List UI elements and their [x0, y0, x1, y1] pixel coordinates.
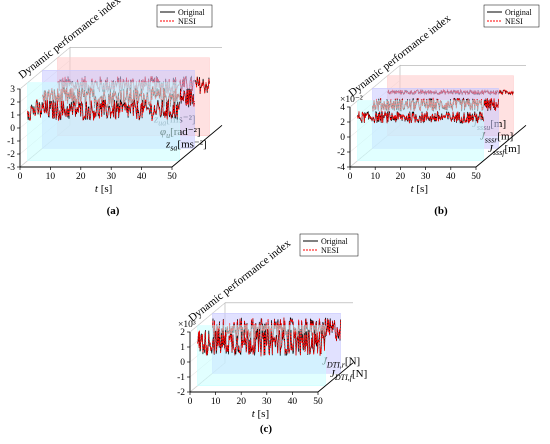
panel-label: (c): [260, 423, 273, 435]
panel-b: Jsssu[m]Jsssr[m]Jsssf[m]01020304050-4-20…: [337, 4, 540, 217]
legend-nesi-label: NESI: [178, 17, 196, 26]
grid-line: [19, 47, 71, 90]
x-tick-label: 10: [370, 172, 380, 182]
y-tick-label: 0: [180, 358, 185, 368]
x-tick-label: 30: [421, 172, 431, 182]
y-tick-label: 0: [340, 133, 345, 143]
legend-nesi-label: NESI: [321, 246, 339, 255]
x-tick-label: 10: [46, 172, 56, 182]
y-tick-label: 4: [340, 103, 345, 113]
x-tick-label: 30: [262, 397, 272, 407]
depth-label: zsa[ms⁻²]: [165, 138, 207, 152]
y-tick-label: 0: [10, 124, 15, 134]
z-axis-label: Dynamic performance index: [186, 237, 293, 324]
panel-c: JDTI,r[N]JDTI,f[N]01020304050-2-1012×10³…: [177, 233, 367, 435]
x-tick-label: 40: [446, 172, 456, 182]
x-tick-label: 0: [348, 172, 353, 182]
y-tick-label: 1: [180, 343, 185, 353]
legend-original-label: Original: [321, 237, 348, 246]
x-tick-label: 40: [288, 397, 298, 407]
panel-label: (a): [107, 205, 120, 217]
series-nesi-1: [197, 328, 326, 357]
x-tick-label: 50: [313, 397, 323, 407]
y-multiplier: ×10⁻²: [340, 95, 363, 105]
legend-box: [299, 233, 359, 257]
x-axis-label: t [s]: [411, 183, 428, 195]
y-multiplier: ×10³: [178, 320, 196, 330]
y-tick-label: -1: [177, 373, 185, 383]
x-tick-label: 20: [396, 172, 406, 182]
signal-plane-2: [27, 82, 180, 161]
y-tick-label: -2: [337, 148, 345, 158]
x-tick-label: 0: [188, 397, 193, 407]
x-tick-label: 0: [18, 172, 23, 182]
y-tick-label: -1: [7, 137, 15, 147]
y-tick-label: 2: [180, 328, 185, 338]
y-tick-label: 1: [10, 111, 15, 121]
x-tick-label: 20: [236, 397, 246, 407]
signal-plane-2: [357, 100, 484, 161]
grid-line: [189, 302, 226, 333]
x-axis-label: t [s]: [95, 183, 112, 195]
panel-label: (b): [434, 205, 448, 217]
depth-axis: [317, 362, 354, 393]
legend-nesi-label: NESI: [505, 17, 523, 26]
y-tick-label: -2: [177, 388, 185, 398]
x-axis-label: t [s]: [252, 408, 269, 420]
depth-label: Jsssf[m]: [488, 143, 520, 157]
y-tick-label: 2: [340, 118, 345, 128]
x-tick-label: 20: [76, 172, 86, 182]
depth-label: JDTI,f[N]: [330, 368, 367, 382]
legend-original-label: Original: [178, 8, 205, 17]
grid-line: [349, 65, 401, 108]
x-tick-label: 30: [106, 172, 116, 182]
x-tick-label: 50: [471, 172, 481, 182]
depth-axis: [171, 124, 223, 168]
y-tick-label: -3: [7, 163, 15, 173]
y-tick-label: -4: [337, 163, 345, 173]
series-nesi-0: [212, 317, 341, 342]
legend-original-label: Original: [505, 8, 532, 17]
panel-a: zua[ms⁻²]φu[rad⁻²]zsa[ms⁻²]01020304050-3…: [7, 0, 223, 217]
x-tick-label: 10: [211, 397, 221, 407]
y-tick-label: -2: [7, 150, 15, 160]
series-nesi-2: [357, 110, 484, 124]
depth-axis: [475, 124, 527, 168]
y-tick-label: 2: [10, 98, 15, 108]
x-tick-label: 50: [167, 172, 177, 182]
series-nesi-2: [27, 99, 180, 122]
x-tick-label: 40: [137, 172, 147, 182]
y-tick-label: 3: [10, 85, 15, 95]
